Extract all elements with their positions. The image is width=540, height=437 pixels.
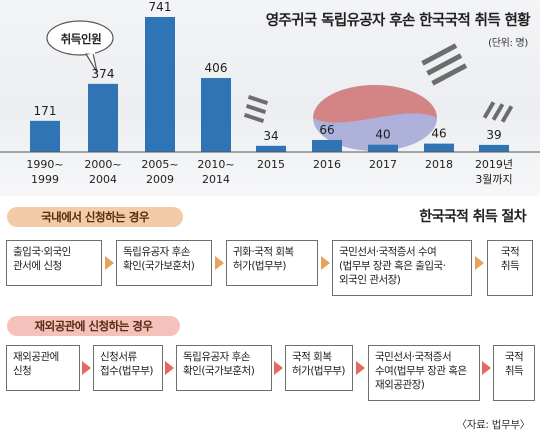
category-label-2-0: 2005~ bbox=[141, 158, 178, 171]
value-label-1: 374 bbox=[92, 67, 115, 81]
arrow-right-icon bbox=[165, 361, 174, 375]
category-label-1-0: 2000~ bbox=[84, 158, 121, 171]
bar-5 bbox=[312, 139, 342, 152]
value-label-7: 46 bbox=[431, 127, 446, 141]
category-label-6-0: 2017 bbox=[369, 158, 397, 171]
category-label-1-1: 2004 bbox=[89, 173, 117, 186]
value-label-0: 171 bbox=[34, 104, 57, 118]
domestic-step-1: 출입국·외국인 관서에 신청 bbox=[6, 240, 102, 286]
arrow-right-icon bbox=[475, 256, 484, 270]
value-label-4: 34 bbox=[263, 129, 278, 143]
bar-3 bbox=[201, 78, 231, 152]
category-label-0-0: 1990~ bbox=[26, 158, 63, 171]
chart-title: 영주귀국 독립유공자 후손 한국국적 취득 현황 bbox=[265, 13, 531, 29]
overseas-step-2: 신청서류 접수(법무부) bbox=[93, 345, 163, 391]
category-label-7-0: 2018 bbox=[425, 158, 453, 171]
value-label-5: 66 bbox=[319, 123, 334, 137]
overseas-step-5: 국민선서·국적증서 수여(법무부 장관 혹은 재외공관장) bbox=[368, 345, 480, 401]
value-label-6: 40 bbox=[375, 128, 390, 142]
arrow-right-icon bbox=[274, 361, 283, 375]
source-note: 〈자료: 법무부〉 bbox=[456, 419, 531, 431]
chart-panel: 171 1990~ 1999 374 2000~ 2004 741 2005~ 2009 406 2… bbox=[0, 0, 540, 196]
arrow-right-icon bbox=[356, 361, 365, 375]
overseas-step-1: 재외공관에 신청 bbox=[6, 345, 80, 391]
domestic-label: 국내에서 신청하는 경우 bbox=[7, 207, 183, 227]
bars-group: 171 1990~ 1999 374 2000~ 2004 741 2005~ 2009 406 2… bbox=[26, 0, 513, 186]
overseas-step-4: 국적 회복 허가(법무부) bbox=[285, 345, 353, 391]
value-label-8: 39 bbox=[486, 128, 501, 142]
flag-decoration bbox=[243, 43, 514, 151]
category-label-3-1: 2014 bbox=[202, 173, 230, 186]
arrow-right-icon bbox=[482, 361, 491, 375]
unit-label: (단위: 명) bbox=[488, 38, 528, 49]
domestic-step-3: 귀화·국적 회복 허가(법무부) bbox=[226, 240, 318, 286]
category-label-8-1: 3월까지 bbox=[475, 173, 512, 186]
overseas-step-6: 국적 취득 bbox=[493, 345, 535, 401]
arrow-right-icon bbox=[215, 256, 224, 270]
arrow-right-icon bbox=[321, 256, 330, 270]
bar-6 bbox=[368, 144, 398, 152]
domestic-step-5: 국적 취득 bbox=[487, 240, 533, 296]
domestic-step-2: 독립유공자 후손 확인(국가보훈처) bbox=[116, 240, 212, 286]
category-label-3-0: 2010~ bbox=[197, 158, 234, 171]
arrow-right-icon bbox=[105, 256, 114, 270]
domestic-step-4: 국민선서·국적증서 수여 (법무부 장관 혹은 출입국· 외국인 관서장) bbox=[332, 240, 472, 296]
overseas-step-3: 독립유공자 후손 확인(국가보훈처) bbox=[176, 345, 272, 391]
category-label-8-0: 2019년 bbox=[475, 158, 513, 171]
bar-1 bbox=[88, 83, 118, 152]
category-label-2-1: 2009 bbox=[146, 173, 174, 186]
category-label-4-0: 2015 bbox=[257, 158, 285, 171]
category-label-0-1: 1999 bbox=[31, 173, 59, 186]
bar-chart: 171 1990~ 1999 374 2000~ 2004 741 2005~ 2009 406 2… bbox=[0, 0, 540, 186]
series-label: 취득인원 bbox=[60, 32, 102, 46]
category-label-5-0: 2016 bbox=[313, 158, 341, 171]
bar-7 bbox=[424, 143, 454, 152]
value-label-2: 741 bbox=[149, 0, 172, 14]
bar-2 bbox=[145, 17, 175, 152]
arrow-right-icon bbox=[82, 361, 91, 375]
callout-bubble bbox=[46, 20, 114, 73]
bar-0 bbox=[30, 120, 60, 152]
value-label-3: 406 bbox=[205, 61, 228, 75]
overseas-label: 재외공관에 신청하는 경우 bbox=[7, 316, 180, 336]
bar-8 bbox=[479, 144, 509, 152]
flow-title: 한국국적 취득 절차 bbox=[419, 209, 526, 225]
bar-4 bbox=[256, 145, 286, 152]
